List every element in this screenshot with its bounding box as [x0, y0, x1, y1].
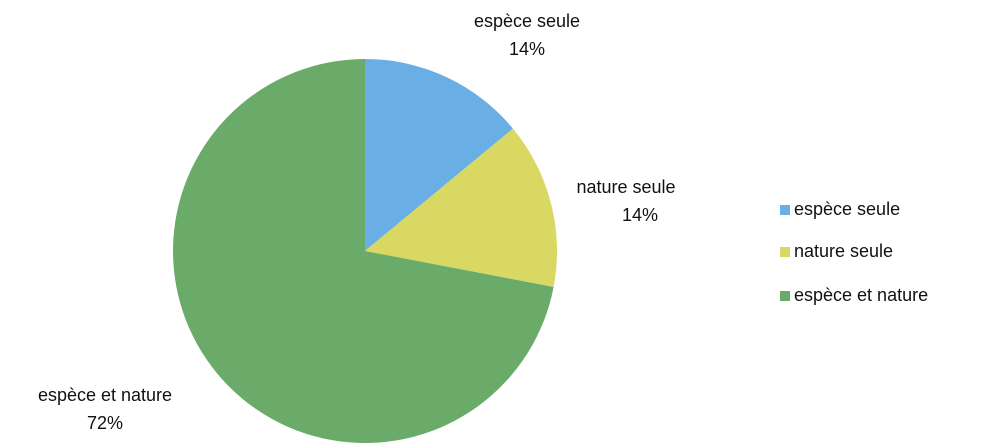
legend-swatch — [780, 247, 790, 257]
legend-swatch — [780, 205, 790, 215]
slice-label: espèce seule — [474, 11, 580, 31]
pie-slice — [365, 128, 558, 287]
legend-swatch — [780, 291, 790, 301]
slice-label: nature seule — [576, 177, 675, 197]
pie-slice — [365, 59, 513, 251]
legend-label: espèce et nature — [794, 285, 928, 305]
slice-value-label: 14% — [509, 39, 545, 59]
slice-value-label: 72% — [87, 413, 123, 433]
legend-label: espèce seule — [794, 199, 900, 219]
slice-value-label: 14% — [622, 205, 658, 225]
legend-label: nature seule — [794, 241, 893, 261]
slice-label: espèce et nature — [38, 385, 172, 405]
pie-slice — [173, 59, 554, 444]
